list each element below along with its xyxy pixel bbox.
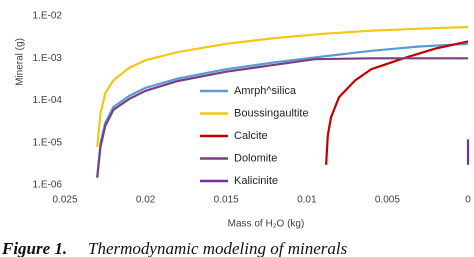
x-tick-label: 0.025 <box>52 195 77 206</box>
y-tick-label: 1.E-05 <box>33 137 63 148</box>
y-axis-label: Mineral (g) <box>15 38 26 86</box>
caption-text: Thermodynamic modeling of minerals <box>88 239 348 257</box>
legend-text: Calcite <box>234 130 268 142</box>
legend-text: Boussingaultite <box>234 107 309 119</box>
y-tick-label: 1.E-06 <box>33 180 63 191</box>
x-axis-label: Mass of H₂O (kg) <box>228 219 305 230</box>
legend-text: Amrph^silica <box>234 85 297 97</box>
y-tick-label: 1.E-03 <box>33 53 63 64</box>
x-tick-label: 0.015 <box>214 195 239 206</box>
x-tick-label: 0.02 <box>136 195 156 206</box>
series-line <box>325 40 469 165</box>
legend-text: Kalicinite <box>234 175 278 187</box>
x-tick-label: 0.01 <box>297 195 317 206</box>
series-line <box>96 42 469 178</box>
x-tick-label: 0.005 <box>375 195 400 206</box>
y-tick-label: 1.E-02 <box>33 11 63 22</box>
series-line <box>96 57 468 178</box>
y-tick-label: 1.E-04 <box>33 95 63 106</box>
legend-text: Dolomite <box>234 152 277 164</box>
caption-label: Figure 1. <box>1 239 67 257</box>
x-tick-label: 0 <box>465 195 471 206</box>
series-line <box>96 25 469 147</box>
